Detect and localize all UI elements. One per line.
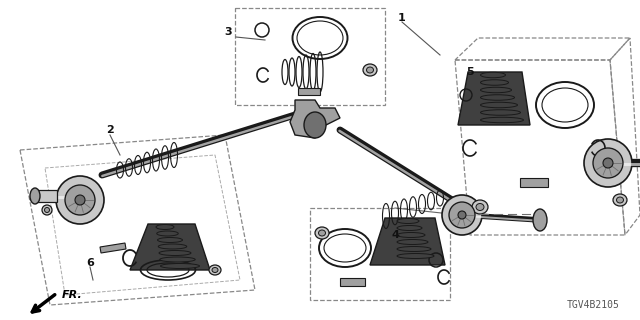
Ellipse shape <box>603 158 613 168</box>
Polygon shape <box>290 100 340 138</box>
Ellipse shape <box>75 195 85 205</box>
Bar <box>520 178 548 187</box>
Ellipse shape <box>156 225 174 229</box>
Bar <box>235 8 385 105</box>
Ellipse shape <box>593 148 623 178</box>
Text: 5: 5 <box>466 67 474 77</box>
Ellipse shape <box>367 67 374 73</box>
Ellipse shape <box>584 139 632 187</box>
Bar <box>340 278 365 286</box>
Ellipse shape <box>481 87 511 93</box>
Ellipse shape <box>481 110 520 115</box>
Text: 4: 4 <box>391 230 399 240</box>
Ellipse shape <box>481 117 524 123</box>
Ellipse shape <box>157 237 182 243</box>
Ellipse shape <box>442 195 482 235</box>
Ellipse shape <box>397 239 428 244</box>
Ellipse shape <box>315 227 329 239</box>
Ellipse shape <box>160 257 195 262</box>
Ellipse shape <box>481 95 515 100</box>
Ellipse shape <box>319 230 326 236</box>
Ellipse shape <box>30 188 40 204</box>
Ellipse shape <box>304 112 326 138</box>
Text: 1: 1 <box>398 13 406 23</box>
Text: 6: 6 <box>86 258 94 268</box>
Ellipse shape <box>65 185 95 215</box>
Ellipse shape <box>397 226 422 230</box>
Ellipse shape <box>397 219 419 223</box>
Ellipse shape <box>481 102 518 108</box>
Ellipse shape <box>472 200 488 214</box>
Ellipse shape <box>533 209 547 231</box>
Bar <box>298 88 320 95</box>
Ellipse shape <box>397 246 431 252</box>
Text: FR.: FR. <box>62 290 83 300</box>
Ellipse shape <box>42 205 52 215</box>
Ellipse shape <box>613 194 627 206</box>
Ellipse shape <box>159 251 191 255</box>
Polygon shape <box>458 72 530 125</box>
Polygon shape <box>100 243 126 253</box>
Ellipse shape <box>56 176 104 224</box>
Ellipse shape <box>161 263 200 268</box>
Ellipse shape <box>476 204 484 211</box>
Ellipse shape <box>397 253 434 259</box>
Ellipse shape <box>212 268 218 273</box>
Ellipse shape <box>616 197 623 203</box>
Ellipse shape <box>45 207 49 212</box>
Bar <box>310 208 450 300</box>
Text: 3: 3 <box>224 27 232 37</box>
Ellipse shape <box>157 231 179 236</box>
Ellipse shape <box>209 265 221 275</box>
Ellipse shape <box>481 72 506 78</box>
Ellipse shape <box>158 244 187 249</box>
Text: TGV4B2105: TGV4B2105 <box>567 300 620 310</box>
Ellipse shape <box>481 80 509 85</box>
Bar <box>35 190 57 202</box>
Text: 2: 2 <box>106 125 114 135</box>
Polygon shape <box>130 224 210 270</box>
Ellipse shape <box>363 64 377 76</box>
Ellipse shape <box>449 202 475 228</box>
Ellipse shape <box>458 211 466 219</box>
Polygon shape <box>370 218 445 265</box>
Ellipse shape <box>397 233 425 237</box>
